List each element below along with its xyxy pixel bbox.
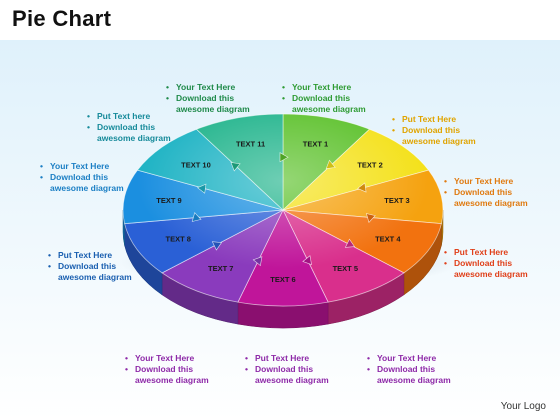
slice-label-3: TEXT 3: [384, 196, 409, 205]
bullet-icon: •: [392, 114, 395, 124]
callout-body-continued: awesome diagram: [402, 136, 476, 146]
slice-label-1: TEXT 1: [303, 140, 328, 149]
arrow-icon: [191, 212, 202, 222]
callout-2: • Put Text Here • Download this awesome diag…: [392, 114, 476, 147]
slice-label-4: TEXT 4: [375, 235, 401, 244]
callout-body-continued: awesome diagram: [292, 104, 366, 114]
slice-label-7: TEXT 7: [208, 264, 233, 273]
callout-9: • Your Text Here • Download this awesome dia…: [40, 161, 124, 194]
callout-8: • Put Text Here • Download this awesome diag…: [48, 250, 132, 283]
callout-body: Download this: [58, 261, 117, 271]
callout-body: Download this: [176, 93, 235, 103]
pie-labels: TEXT 1 TEXT 2 TEXT 3 TEXT 4 TEXT 5 TEXT 6 TEXT…: [156, 140, 409, 284]
callout-heading: Your Text Here: [377, 353, 437, 363]
callout-body: Download this: [377, 364, 436, 374]
callout-body: Download this: [97, 122, 156, 132]
callout-heading: Your Text Here: [135, 353, 195, 363]
bullet-icon: •: [392, 125, 395, 135]
callout-body-continued: awesome diagram: [454, 198, 528, 208]
slice-label-11: TEXT 11: [236, 140, 265, 149]
bullet-icon: •: [367, 364, 370, 374]
bullet-icon: •: [444, 187, 447, 197]
bullet-icon: •: [87, 111, 90, 121]
bullet-icon: •: [245, 353, 248, 363]
callout-body: Download this: [454, 187, 513, 197]
arrow-icon: [230, 162, 241, 172]
callout-heading: Your Text Here: [454, 176, 514, 186]
callout-11: • Your Text Here • Download this awesome dia…: [166, 82, 250, 115]
callout-heading: Put Text Here: [454, 247, 509, 257]
bullet-icon: •: [444, 258, 447, 268]
arrow-icon: [252, 256, 263, 267]
slice-label-8: TEXT 8: [165, 235, 190, 244]
bullet-icon: •: [40, 172, 43, 182]
callout-body: Download this: [255, 364, 314, 374]
bullet-icon: •: [48, 250, 51, 260]
bullet-icon: •: [87, 122, 90, 132]
callout-body-continued: awesome diagram: [58, 272, 132, 282]
callout-heading: Put Text Here: [402, 114, 457, 124]
slice-label-10: TEXT 10: [181, 161, 211, 170]
arrow-icon: [344, 238, 356, 248]
callout-body-continued: awesome diagram: [50, 183, 124, 193]
bullet-icon: •: [166, 93, 169, 103]
bullet-icon: •: [166, 82, 169, 92]
callout-10: • Put Text here • Download this awesome diag…: [87, 111, 171, 144]
callout-1: • Your Text Here • Download this awesome dia…: [282, 82, 366, 115]
callout-body-continued: awesome diagram: [454, 269, 528, 279]
callout-5: • Your Text Here • Download this awesome dia…: [367, 353, 451, 386]
bullet-icon: •: [367, 353, 370, 363]
callout-4: • Put Text Here • Download this awesome diag…: [444, 247, 528, 280]
callout-body: Download this: [292, 93, 351, 103]
callout-body: Download this: [402, 125, 461, 135]
arrow-icon: [325, 159, 336, 170]
callout-body: Download this: [50, 172, 109, 182]
callout-heading: Your Text Here: [50, 161, 110, 171]
callout-body: Download this: [135, 364, 194, 374]
bullet-icon: •: [125, 353, 128, 363]
pie-arrows: [191, 152, 376, 267]
pie-gloss: [123, 114, 443, 306]
callout-body: Download this: [454, 258, 513, 268]
page-title: Pie Chart: [12, 6, 112, 31]
arrow-icon: [357, 182, 367, 193]
bullet-icon: •: [40, 161, 43, 171]
bullet-icon: •: [444, 247, 447, 257]
bullet-icon: •: [48, 261, 51, 271]
callout-6: • Put Text Here • Download this awesome diag…: [245, 353, 329, 386]
slice-label-2: TEXT 2: [357, 161, 382, 170]
arrow-icon: [211, 241, 223, 251]
arrow-icon: [302, 255, 312, 266]
callout-7: • Your Text Here • Download this awesome dia…: [125, 353, 209, 386]
arrow-icon: [279, 152, 289, 163]
bullet-icon: •: [125, 364, 128, 374]
callout-heading: Your Text Here: [176, 82, 236, 92]
footer-logo: Your Logo: [500, 401, 546, 412]
slice-label-5: TEXT 5: [333, 264, 358, 273]
callout-heading: Put Text Here: [58, 250, 113, 260]
bullet-icon: •: [245, 364, 248, 374]
callout-body-continued: awesome diagram: [97, 133, 171, 143]
callout-3: • Your Text Here • Download this awesome dia…: [444, 176, 528, 209]
arrow-icon: [196, 183, 207, 194]
callout-body-continued: awesome diagram: [377, 375, 451, 385]
callout-body-continued: awesome diagram: [176, 104, 250, 114]
slice-label-9: TEXT 9: [156, 196, 181, 205]
callout-body-continued: awesome diagram: [135, 375, 209, 385]
bullet-icon: •: [444, 176, 447, 186]
callout-heading: Put Text here: [97, 111, 151, 121]
slice-label-6: TEXT 6: [270, 275, 295, 284]
bullet-icon: •: [282, 82, 285, 92]
callout-body-continued: awesome diagram: [255, 375, 329, 385]
arrow-icon: [365, 213, 376, 223]
callout-heading: Put Text Here: [255, 353, 310, 363]
bullet-icon: •: [282, 93, 285, 103]
callout-heading: Your Text Here: [292, 82, 352, 92]
